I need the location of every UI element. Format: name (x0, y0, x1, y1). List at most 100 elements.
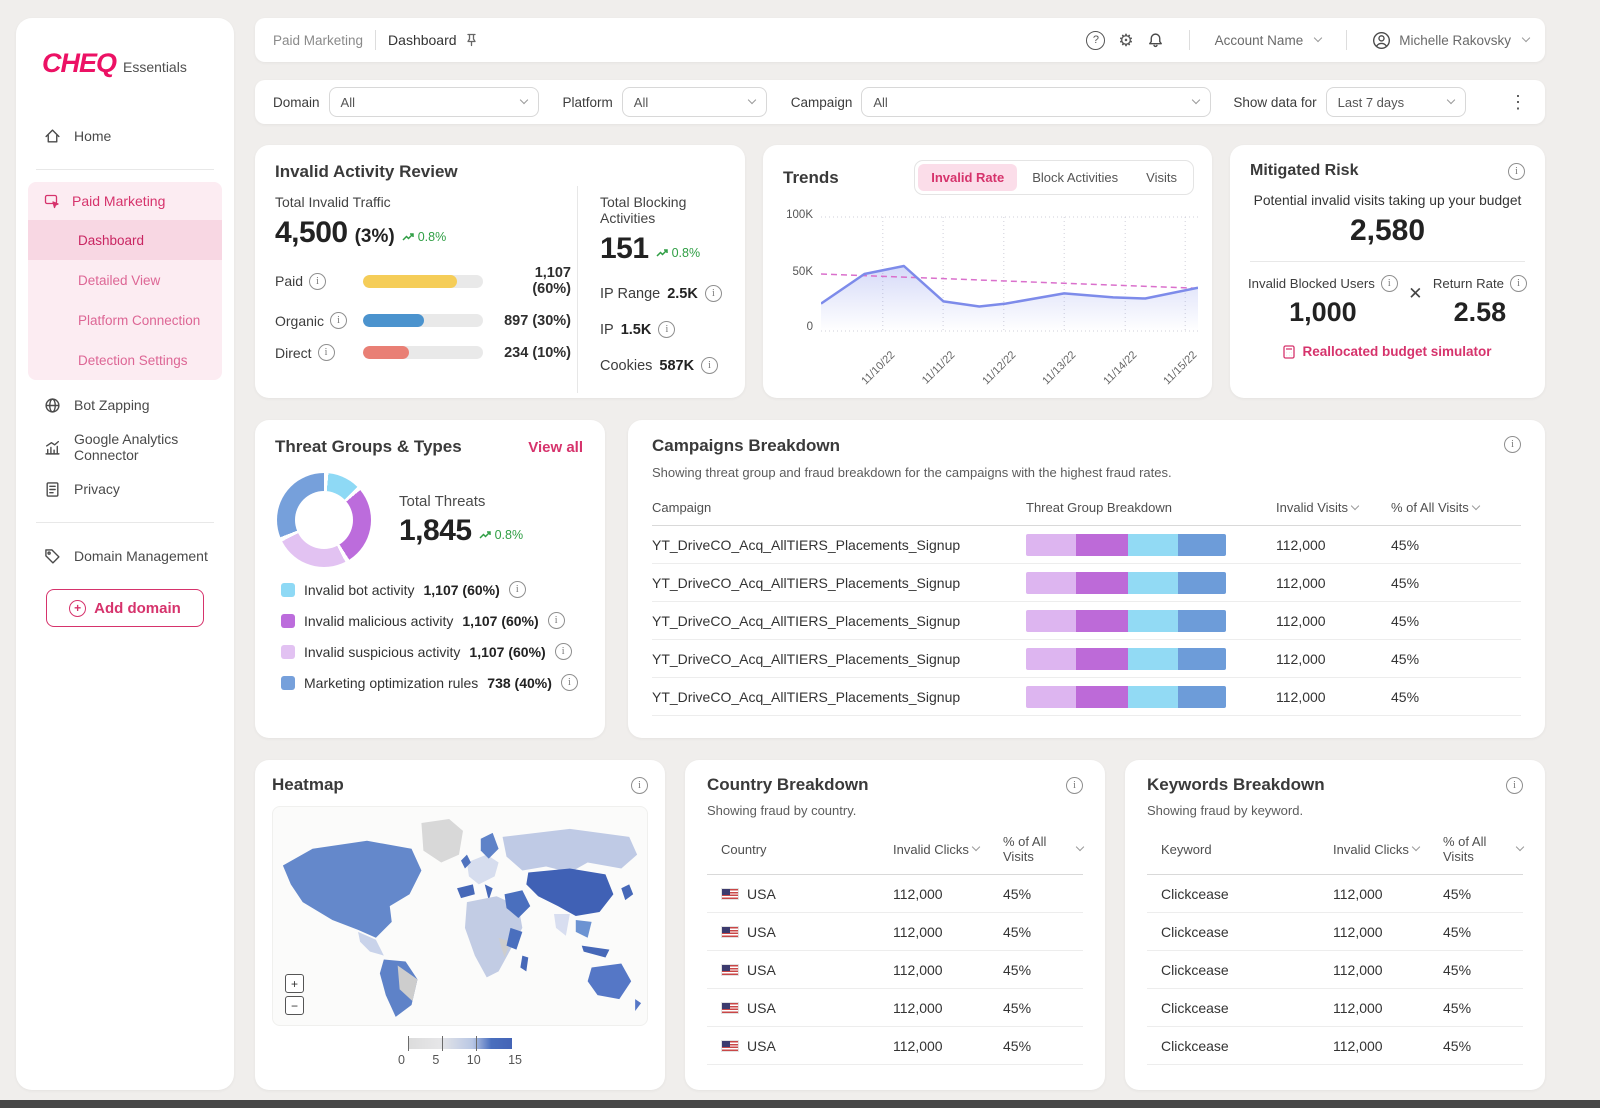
cheq-logo: CHEQ Essentials (16, 18, 234, 79)
table-row[interactable]: Clickcease 112,000 45% (1147, 1027, 1523, 1065)
zoom-out-button[interactable]: − (285, 996, 304, 1015)
world-map[interactable]: + − (272, 806, 648, 1026)
legend-item: Invalid malicious activity 1,107 (60%) (255, 612, 605, 629)
table-row[interactable]: YT_DriveCO_Acq_AllTIERS_Placements_Signu… (652, 678, 1521, 716)
table-row[interactable]: USA 112,000 45% (707, 989, 1083, 1027)
sidebar: CHEQ Essentials Home Paid Marketing Dash… (16, 18, 234, 1090)
sidebar-item-domain-management[interactable]: Domain Management (16, 535, 234, 577)
analytics-bars-icon (45, 440, 60, 455)
breadcrumb-parent[interactable]: Paid Marketing (273, 32, 364, 48)
help-icon[interactable] (1086, 30, 1106, 50)
chevron-down-icon (519, 95, 528, 105)
info-icon[interactable] (1380, 275, 1398, 292)
blocking-row-ip-range: IP Range 2.5K (600, 285, 725, 302)
line-chart-svg (821, 216, 1198, 332)
sidebar-item-home[interactable]: Home (16, 115, 234, 157)
info-icon[interactable] (1508, 162, 1525, 180)
table-row[interactable]: YT_DriveCO_Acq_AllTIERS_Placements_Signu… (652, 640, 1521, 678)
sidebar-group-paid-marketing: Paid Marketing Dashboard Detailed View P… (28, 182, 222, 380)
multiply-sign: ✕ (1408, 283, 1423, 303)
keywords-breakdown-card: Keywords Breakdown Showing fraud by keyw… (1125, 760, 1545, 1090)
zoom-in-button[interactable]: + (285, 974, 304, 993)
gear-icon[interactable]: ⚙ (1118, 30, 1134, 50)
info-icon[interactable] (317, 344, 335, 361)
total-blocking-value: 151 (600, 232, 649, 265)
info-icon[interactable] (1504, 436, 1521, 453)
user-menu[interactable]: Michelle Rakovsky (1372, 31, 1531, 50)
pin-icon[interactable] (465, 33, 478, 47)
legend-item: Invalid suspicious activity 1,107 (60%) (255, 643, 605, 660)
sidebar-item-detection-settings[interactable]: Detection Settings (78, 352, 188, 368)
sort-chevron-icon (1411, 842, 1421, 852)
info-icon[interactable] (560, 674, 578, 691)
logo-wordmark: CHEQ (42, 48, 117, 78)
trends-chart: 100K 50K 0 11/10/22 11/11/22 11/12/22 11/13… (783, 209, 1199, 399)
chevron-down-icon (747, 95, 757, 105)
sidebar-item-paid-marketing[interactable]: Paid Marketing (28, 182, 222, 220)
account-selector[interactable]: Account Name (1215, 33, 1323, 48)
campaign-select[interactable]: All (861, 87, 1212, 117)
filter-bar: Domain All Platform All Campaign All Sho… (255, 80, 1545, 124)
info-icon[interactable] (508, 581, 526, 598)
sort-chevron-icon (1350, 501, 1360, 510)
table-row[interactable]: YT_DriveCO_Acq_AllTIERS_Placements_Signu… (652, 602, 1521, 640)
info-icon[interactable] (658, 321, 676, 338)
threat-breakdown-bar (1026, 533, 1226, 556)
bell-icon[interactable] (1147, 32, 1164, 49)
sortable-column[interactable]: % of All Visits (1443, 834, 1525, 864)
sortable-column[interactable]: % of All Visits (1391, 500, 1521, 515)
table-row[interactable]: Clickcease 112,000 45% (1147, 951, 1523, 989)
sortable-column[interactable]: % of All Visits (1003, 834, 1085, 864)
table-row[interactable]: Clickcease 112,000 45% (1147, 875, 1523, 913)
x-tick-label: 11/14/22 (1101, 349, 1140, 388)
sidebar-item-privacy[interactable]: Privacy (16, 468, 234, 510)
sidebar-item-platform-connection[interactable]: Platform Connection (78, 312, 201, 328)
legend-swatch (281, 582, 295, 597)
table-row[interactable]: Clickcease 112,000 45% (1147, 913, 1523, 951)
more-options-icon[interactable]: ⋮ (1509, 92, 1527, 112)
info-icon[interactable] (631, 776, 648, 794)
info-icon[interactable] (1509, 275, 1527, 292)
divider (1346, 30, 1348, 50)
info-icon[interactable] (309, 272, 327, 290)
x-tick-label: 11/11/22 (919, 349, 958, 387)
table-row[interactable]: USA 112,000 45% (707, 1027, 1083, 1065)
table-row[interactable]: USA 112,000 45% (707, 951, 1083, 989)
info-icon[interactable] (554, 643, 572, 660)
platform-select[interactable]: All (621, 87, 767, 117)
threat-groups-card: Threat Groups & Types View all Total Thr… (255, 420, 605, 738)
info-icon[interactable] (547, 612, 565, 629)
sortable-column[interactable]: Invalid Clicks (893, 842, 1003, 857)
sidebar-item-ga-connector[interactable]: Google Analytics Connector (16, 426, 234, 468)
tab-visits[interactable]: Visits (1146, 170, 1177, 185)
info-icon[interactable] (701, 357, 719, 374)
sortable-column[interactable]: Invalid Clicks (1333, 842, 1443, 857)
sidebar-item-detailed-view[interactable]: Detailed View (78, 272, 161, 288)
logo-suffix: Essentials (123, 59, 187, 75)
divider (36, 522, 214, 523)
sortable-column[interactable]: Invalid Visits (1276, 500, 1391, 515)
table-row[interactable]: YT_DriveCO_Acq_AllTIERS_Placements_Signu… (652, 564, 1521, 602)
tab-invalid-rate[interactable]: Invalid Rate (918, 164, 1018, 191)
direct-bar (363, 346, 483, 359)
tab-block-activities[interactable]: Block Activities (1032, 170, 1119, 185)
avatar-icon (1373, 31, 1391, 49)
sidebar-item-bot-zapping[interactable]: Bot Zapping (16, 384, 234, 426)
reallocated-budget-simulator-link[interactable]: Reallocated budget simulator (1230, 344, 1545, 359)
sidebar-item-dashboard[interactable]: Dashboard (28, 220, 222, 260)
table-row[interactable]: Clickcease 112,000 45% (1147, 989, 1523, 1027)
add-domain-button[interactable]: Add domain (46, 589, 204, 627)
view-all-link[interactable]: View all (528, 438, 583, 456)
legend-item: Marketing optimization rules 738 (40%) (255, 674, 605, 691)
table-row[interactable]: YT_DriveCO_Acq_AllTIERS_Placements_Signu… (652, 526, 1521, 564)
usa-flag-icon (721, 925, 739, 938)
table-row[interactable]: USA 112,000 45% (707, 913, 1083, 951)
info-icon[interactable] (1506, 776, 1523, 794)
table-row[interactable]: USA 112,000 45% (707, 875, 1083, 913)
info-icon[interactable] (330, 312, 348, 329)
y-tick-100k: 100K (786, 209, 813, 221)
domain-select[interactable]: All (328, 87, 539, 117)
info-icon[interactable] (1066, 776, 1083, 794)
info-icon[interactable] (704, 285, 722, 302)
date-range-select[interactable]: Last 7 days (1325, 87, 1466, 117)
